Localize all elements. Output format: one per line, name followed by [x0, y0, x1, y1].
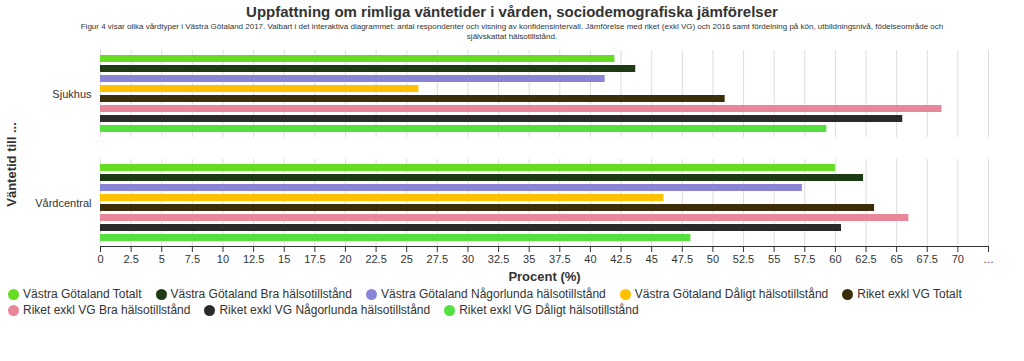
svg-text:20: 20 — [339, 253, 351, 265]
svg-text:…: … — [983, 253, 994, 265]
html-text:Västra Götaland Någorlunda häl: Västra Götaland Någorlunda hälsotillstån… — [381, 287, 606, 301]
svg-text:42.5: 42.5 — [610, 253, 631, 265]
svg-text:30: 30 — [462, 253, 474, 265]
html-text:Riket exkl VG Bra hälsotillstå: Riket exkl VG Bra hälsotillstånd — [23, 303, 191, 317]
svg-text:67.5: 67.5 — [917, 253, 938, 265]
svg-text:47.5: 47.5 — [672, 253, 693, 265]
html-text:Figur 4 visar olika vårdtyper: Figur 4 visar olika vårdtyper i Västra G… — [80, 22, 944, 41]
html-text:Riket exkl VG Dåligt hälsotill: Riket exkl VG Dåligt hälsotillstånd — [459, 303, 639, 317]
svg-text:37.5: 37.5 — [549, 253, 570, 265]
svg-text:17.5: 17.5 — [304, 253, 325, 265]
svg-text:0: 0 — [97, 253, 103, 265]
html-text:Västra Götaland Totalt: Västra Götaland Totalt — [23, 287, 142, 301]
svg-text:7.5: 7.5 — [185, 253, 200, 265]
html-text:Västra Götaland Bra hälsotills: Västra Götaland Bra hälsotillstånd — [170, 287, 352, 301]
svg-text:12.5: 12.5 — [243, 253, 264, 265]
svg-text:60: 60 — [829, 253, 841, 265]
svg-text:55: 55 — [768, 253, 780, 265]
svg-text:35: 35 — [523, 253, 535, 265]
svg-text:70: 70 — [952, 253, 964, 265]
svg-text:40: 40 — [584, 253, 596, 265]
svg-text:5: 5 — [159, 253, 165, 265]
html-text:Riket exkl VG Någorlunda hälso: Riket exkl VG Någorlunda hälsotillstånd — [219, 303, 431, 317]
html-text:Väntetid till ...: Väntetid till ... — [3, 122, 19, 207]
svg-text:52.5: 52.5 — [733, 253, 754, 265]
svg-text:Procent (%): Procent (%) — [508, 269, 580, 284]
svg-text:22.5: 22.5 — [365, 253, 386, 265]
svg-text:2.5: 2.5 — [123, 253, 138, 265]
html-text:Västra Götaland Dåligt hälsoti: Västra Götaland Dåligt hälsotillstånd — [634, 287, 829, 301]
svg-text:57.5: 57.5 — [794, 253, 815, 265]
html-text:Uppfattning om rimliga vänteti: Uppfattning om rimliga väntetider i vård… — [246, 3, 778, 20]
svg-text:27.5: 27.5 — [427, 253, 448, 265]
html-text:Riket exkl VG Totalt: Riket exkl VG Totalt — [857, 287, 962, 301]
svg-text:15: 15 — [278, 253, 290, 265]
svg-text:50: 50 — [707, 253, 719, 265]
svg-text:Vårdcentral: Vårdcentral — [35, 197, 91, 209]
svg-text:65: 65 — [891, 253, 903, 265]
svg-text:Sjukhus: Sjukhus — [52, 88, 92, 100]
svg-text:25: 25 — [401, 253, 413, 265]
svg-text:10: 10 — [217, 253, 229, 265]
svg-text:62.5: 62.5 — [855, 253, 876, 265]
svg-text:32.5: 32.5 — [488, 253, 509, 265]
svg-text:45: 45 — [646, 253, 658, 265]
